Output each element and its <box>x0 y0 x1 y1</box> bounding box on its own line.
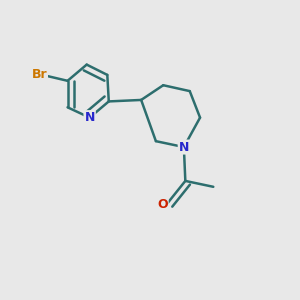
Text: O: O <box>157 198 168 211</box>
Text: N: N <box>85 111 95 124</box>
Text: N: N <box>179 141 189 154</box>
Text: Br: Br <box>32 68 47 81</box>
